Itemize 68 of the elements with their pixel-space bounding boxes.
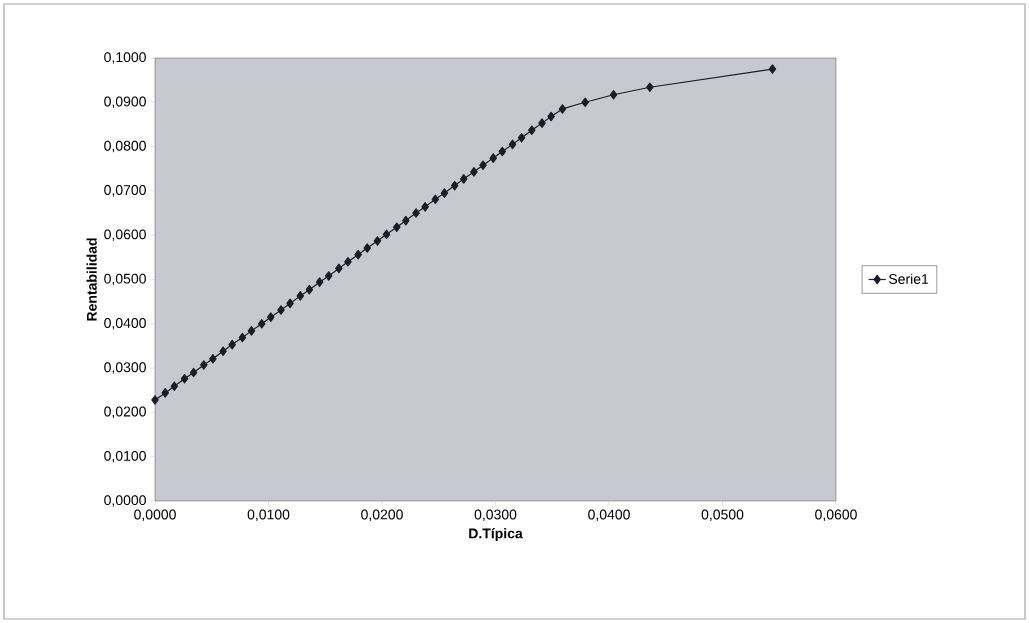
point (219, 346, 227, 357)
point (581, 97, 589, 108)
x-tick-label: 0,0600 (815, 509, 857, 522)
x-tick-label: 0,0000 (134, 509, 176, 522)
point (393, 222, 401, 233)
y-tick-label: 0,0500 (104, 273, 146, 286)
y-tick-label: 0,0000 (104, 495, 146, 507)
point (538, 118, 546, 128)
point (440, 188, 449, 198)
point (528, 125, 536, 135)
point (151, 395, 159, 405)
point (180, 373, 189, 384)
x-tick-label: 0,0400 (588, 509, 630, 522)
point (547, 111, 555, 122)
point (305, 284, 314, 295)
point (209, 353, 217, 364)
y-tick-label: 0,0300 (104, 362, 146, 374)
point (431, 194, 440, 205)
point (277, 305, 285, 315)
y-axis-title: Rentabilidad (86, 238, 97, 321)
point (382, 229, 391, 240)
legend-label: Serie1 (888, 273, 929, 284)
point (161, 388, 169, 398)
point (508, 139, 517, 150)
x-axis-title: D.Típica (469, 527, 523, 542)
y-tick-label: 0,0400 (104, 317, 146, 330)
point (189, 367, 198, 378)
point (450, 180, 459, 191)
x-tick-label: 0,0100 (247, 509, 290, 522)
y-tick-label: 0,1000 (104, 52, 146, 64)
point (373, 236, 382, 246)
point (363, 243, 371, 253)
point (517, 132, 526, 143)
point (646, 82, 654, 93)
y-tick-label: 0,0600 (104, 229, 146, 241)
x-tick-label: 0,0200 (361, 509, 403, 522)
x-tick-label: 0,0500 (701, 509, 744, 522)
point (315, 277, 324, 287)
point (170, 381, 179, 392)
x-tick-label: 0,0300 (474, 509, 517, 522)
point (459, 174, 468, 184)
point (558, 104, 567, 114)
point (200, 360, 208, 370)
point (470, 167, 478, 177)
y-tick-label: 0,0700 (104, 185, 146, 197)
point (296, 291, 305, 301)
point (498, 146, 507, 157)
point (335, 263, 343, 274)
point (324, 271, 333, 281)
point (609, 89, 618, 100)
y-tick-label: 0,0100 (104, 450, 146, 463)
point (228, 339, 236, 350)
point (421, 202, 429, 212)
y-tick-label: 0,0200 (104, 406, 146, 419)
point (257, 318, 266, 329)
point (247, 326, 256, 336)
point (412, 208, 420, 218)
point (354, 249, 362, 260)
point (344, 256, 352, 267)
y-tick-label: 0,0900 (104, 96, 146, 109)
point (267, 312, 275, 322)
point (238, 332, 247, 343)
point (402, 215, 410, 226)
point (768, 64, 777, 74)
point (286, 298, 294, 309)
point (479, 160, 487, 170)
point (489, 153, 497, 163)
y-tick-label: 0,0800 (104, 140, 146, 153)
